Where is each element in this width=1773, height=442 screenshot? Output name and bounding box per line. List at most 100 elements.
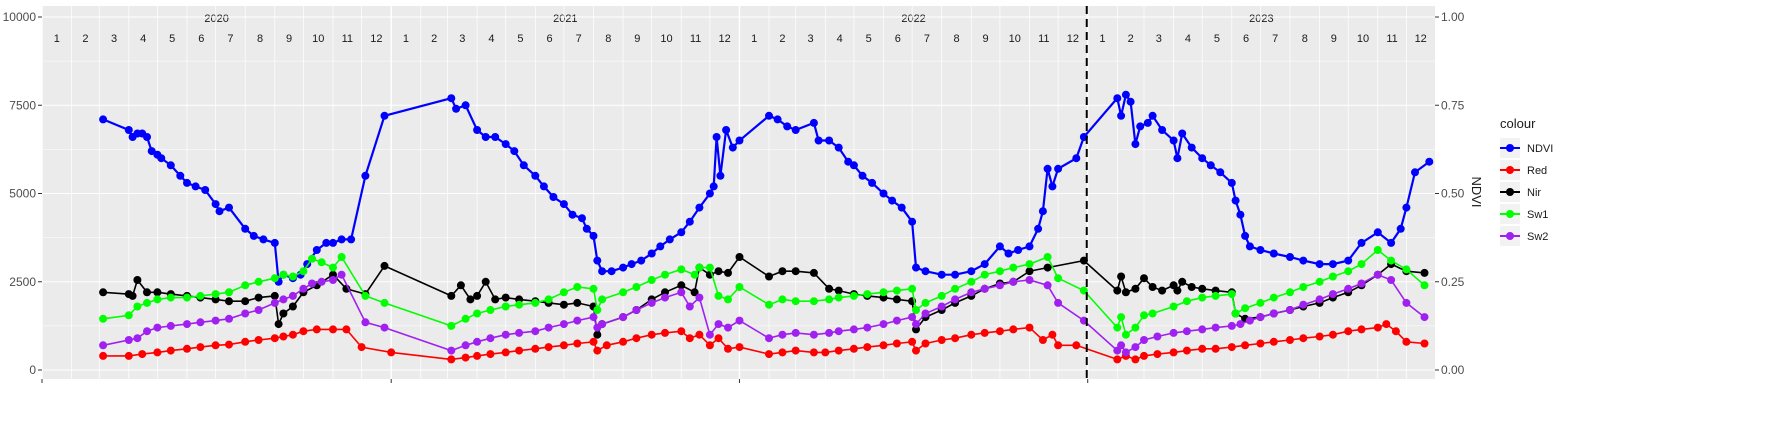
data-point-red: [270, 334, 279, 343]
data-point-red: [387, 348, 396, 357]
data-point-ndvi: [549, 193, 558, 201]
month-label: 12: [1415, 33, 1427, 45]
data-point-sw2: [765, 334, 773, 343]
data-point-red: [211, 341, 220, 350]
data-point-red: [705, 341, 714, 350]
data-point-sw1: [589, 284, 598, 293]
data-point-red: [1038, 336, 1047, 344]
data-point-sw2: [124, 336, 133, 344]
data-point-sw2: [735, 316, 744, 325]
data-point-ndvi: [921, 267, 930, 276]
data-point-sw1: [211, 290, 220, 299]
data-point-red: [1153, 350, 1162, 359]
month-label: 4: [140, 33, 146, 45]
data-point-sw1: [1357, 260, 1366, 269]
data-point-sw1: [133, 302, 142, 311]
data-point-ndvi: [705, 189, 714, 198]
data-point-sw1: [967, 277, 976, 286]
month-label: 8: [953, 33, 959, 45]
right-tick-label: 0.75: [1441, 98, 1465, 112]
data-point-sw2: [1256, 313, 1265, 322]
data-point-sw1: [254, 277, 263, 286]
data-point-nir: [735, 253, 744, 261]
month-label: 3: [1156, 33, 1162, 45]
data-point-sw2: [279, 295, 288, 304]
data-point-ndvi: [1286, 253, 1294, 261]
data-point-sw1: [849, 291, 858, 300]
data-point-sw2: [714, 320, 723, 329]
data-point-nir: [1113, 286, 1122, 295]
data-point-sw2: [544, 323, 553, 332]
data-point-red: [166, 346, 175, 355]
data-point-ndvi: [147, 147, 156, 156]
data-point-sw1: [879, 288, 888, 297]
data-point-sw1: [447, 321, 456, 330]
data-point-red: [288, 330, 297, 339]
data-point-ndvi: [176, 171, 185, 180]
data-point-sw1: [1148, 309, 1157, 318]
data-point-ndvi: [329, 238, 337, 247]
data-point-sw2: [1315, 295, 1324, 304]
data-point-red: [1072, 341, 1081, 350]
month-label: 1: [1099, 33, 1105, 45]
data-point-ndvi: [1126, 97, 1135, 106]
data-point-sw2: [225, 314, 233, 323]
right-tick-label: 0.00: [1441, 363, 1465, 377]
data-point-red: [138, 350, 147, 359]
data-point-red: [1227, 343, 1236, 352]
data-point-ndvi: [716, 171, 725, 180]
data-point-ndvi: [1216, 168, 1225, 177]
data-point-sw1: [995, 267, 1004, 276]
data-point-ndvi: [347, 235, 356, 244]
data-point-sw2: [937, 302, 946, 311]
data-point-ndvi: [619, 263, 628, 272]
data-point-ndvi: [995, 242, 1004, 251]
month-label: 7: [227, 33, 233, 45]
data-point-ndvi: [809, 118, 818, 127]
data-point-ndvi: [447, 94, 456, 103]
month-label: 10: [312, 33, 324, 45]
data-point-sw1: [1025, 260, 1034, 269]
data-point-sw1: [183, 293, 191, 302]
data-point-sw1: [980, 270, 989, 279]
data-point-ndvi: [1411, 168, 1419, 177]
data-point-sw1: [951, 284, 960, 293]
data-point-red: [1269, 337, 1278, 346]
data-point-red: [661, 328, 669, 337]
data-point-sw1: [559, 288, 568, 297]
data-point-red: [1256, 339, 1265, 348]
data-point-sw2: [1373, 270, 1382, 279]
data-point-ndvi: [1143, 118, 1152, 127]
data-point-nir: [501, 293, 510, 302]
year-label: 2020: [204, 13, 228, 25]
data-point-nir: [288, 302, 297, 311]
data-point-red: [724, 344, 732, 353]
data-point-nir: [1420, 268, 1429, 277]
data-point-ndvi: [531, 171, 540, 180]
data-point-ndvi: [1173, 154, 1182, 163]
data-point-ndvi: [858, 171, 867, 180]
data-point-sw1: [1420, 281, 1429, 290]
data-point-sw2: [1357, 279, 1366, 288]
data-point-ndvi: [773, 115, 782, 124]
data-point-sw1: [619, 288, 628, 297]
data-point-ndvi: [191, 182, 200, 191]
data-point-sw1: [778, 295, 787, 304]
data-point-sw2: [531, 327, 540, 336]
data-point-sw1: [1117, 313, 1126, 322]
data-point-ndvi: [656, 242, 665, 251]
data-point-ndvi: [1227, 178, 1236, 187]
data-point-red: [279, 332, 288, 341]
legend-title: colour: [1500, 116, 1536, 131]
data-point-red: [619, 337, 628, 346]
data-point-ndvi: [1245, 242, 1254, 251]
data-point-red: [1357, 325, 1366, 334]
data-point-red: [1391, 327, 1400, 336]
data-point-ndvi: [1121, 90, 1130, 99]
data-point-red: [153, 348, 162, 357]
data-point-ndvi: [241, 224, 250, 233]
legend-key-point: [1506, 166, 1514, 174]
data-point-sw2: [695, 293, 704, 302]
data-point-ndvi: [695, 203, 704, 212]
